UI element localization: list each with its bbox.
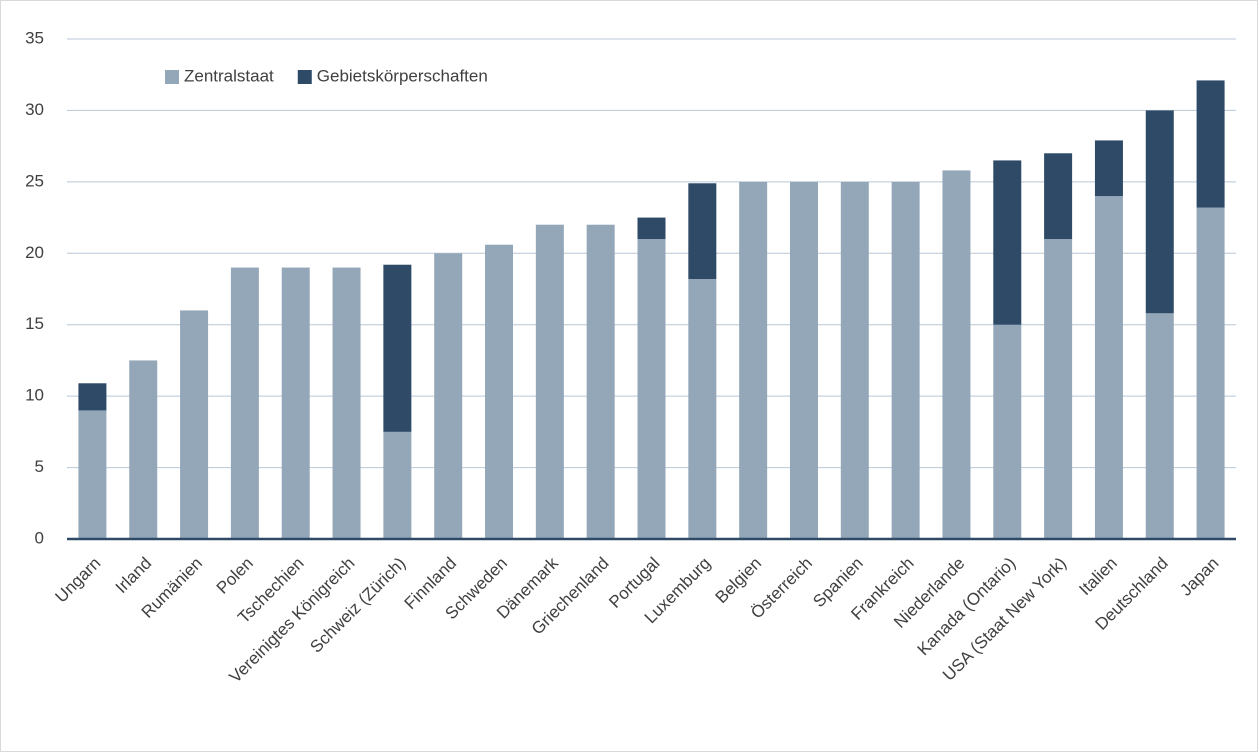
bar-segment bbox=[993, 324, 1022, 539]
legend-swatch bbox=[165, 70, 179, 84]
bar-segment bbox=[281, 267, 310, 539]
bar-segment bbox=[1044, 153, 1073, 239]
bar-segment bbox=[78, 383, 107, 411]
bar-segment bbox=[1044, 239, 1073, 539]
bar-segment bbox=[1196, 80, 1225, 208]
bar-segment bbox=[230, 267, 259, 539]
bar-segment bbox=[891, 181, 920, 539]
y-tick-label: 0 bbox=[35, 528, 44, 547]
bar-segment bbox=[129, 360, 158, 539]
bar-segment bbox=[1094, 196, 1123, 539]
y-tick-label: 35 bbox=[25, 28, 44, 47]
bar-segment bbox=[1145, 313, 1174, 539]
bar-segment bbox=[637, 239, 666, 539]
y-tick-label: 20 bbox=[25, 243, 44, 262]
bar-segment bbox=[789, 181, 818, 539]
bar-segment bbox=[942, 170, 971, 539]
bar-segment bbox=[688, 183, 717, 279]
bar-segment bbox=[434, 253, 463, 540]
bar-segment bbox=[383, 264, 412, 432]
legend-label: Gebietskörperschaften bbox=[317, 66, 488, 85]
y-tick-label: 5 bbox=[35, 457, 44, 476]
legend-label: Zentralstaat bbox=[184, 66, 274, 85]
y-tick-label: 15 bbox=[25, 314, 44, 333]
y-tick-label: 30 bbox=[25, 100, 44, 119]
y-tick-label: 25 bbox=[25, 171, 44, 190]
bar-segment bbox=[535, 224, 564, 539]
bar-segment bbox=[383, 431, 412, 539]
bar-segment bbox=[1145, 110, 1174, 314]
bar-segment bbox=[332, 267, 361, 539]
bar-segment bbox=[78, 410, 107, 539]
bar-segment bbox=[993, 160, 1022, 325]
bar-segment bbox=[586, 224, 615, 539]
legend-swatch bbox=[297, 70, 312, 84]
bar-segment bbox=[840, 181, 869, 539]
bar-segment bbox=[1196, 207, 1225, 540]
bar-segment bbox=[688, 279, 717, 539]
bar-segment bbox=[637, 217, 666, 239]
bar-segment bbox=[485, 244, 514, 539]
bar-segment bbox=[739, 181, 768, 539]
bar-segment bbox=[1094, 140, 1123, 197]
y-tick-label: 10 bbox=[25, 386, 44, 405]
bar-segment bbox=[180, 310, 209, 539]
